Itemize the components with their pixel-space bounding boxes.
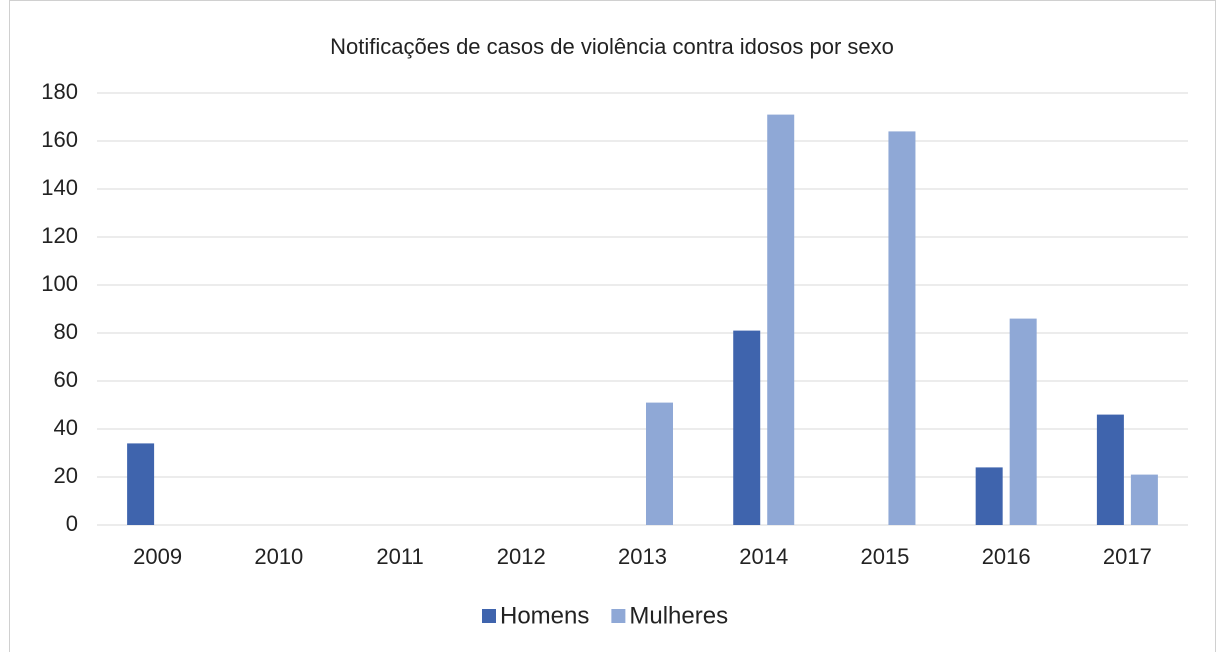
bar — [1096, 414, 1124, 525]
y-tick-label: 180 — [41, 79, 78, 104]
y-tick-label: 60 — [54, 367, 78, 392]
x-tick-label: 2009 — [133, 544, 182, 569]
x-tick-label: 2011 — [376, 544, 423, 569]
x-tick-label: 2012 — [497, 544, 546, 569]
y-tick-label: 100 — [41, 271, 78, 296]
x-tick-label: 2014 — [739, 544, 788, 569]
bar — [975, 467, 1003, 525]
legend-swatch — [482, 609, 496, 623]
x-tick-label: 2017 — [1103, 544, 1152, 569]
x-tick-label: 2013 — [618, 544, 667, 569]
bar — [1009, 318, 1037, 525]
bar — [646, 402, 673, 525]
y-tick-label: 20 — [54, 463, 78, 488]
y-tick-label: 80 — [54, 319, 78, 344]
chart-frame — [9, 0, 1216, 652]
bar — [127, 443, 155, 525]
x-tick-label: 2015 — [860, 544, 909, 569]
legend-label: Homens — [500, 602, 589, 629]
legend-label: Mulheres — [629, 602, 728, 629]
y-tick-label: 120 — [41, 223, 78, 248]
bar — [733, 330, 761, 525]
bar — [767, 114, 795, 525]
bar — [1130, 474, 1158, 525]
x-tick-label: 2016 — [982, 544, 1031, 569]
y-tick-label: 160 — [41, 127, 78, 152]
y-tick-label: 140 — [41, 175, 78, 200]
legend-swatch — [611, 609, 626, 623]
y-tick-label: 40 — [54, 415, 78, 440]
y-tick-label: 0 — [66, 511, 78, 536]
chart-title: Notificações de casos de violência contr… — [330, 34, 894, 59]
bar — [888, 131, 916, 525]
x-tick-label: 2010 — [254, 544, 303, 569]
